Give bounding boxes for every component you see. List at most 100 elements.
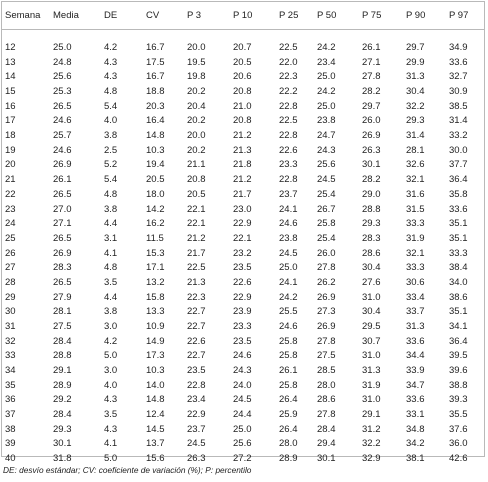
value-cell: 32.6: [406, 159, 425, 171]
value-cell: 22.8: [279, 130, 298, 142]
value-cell: 32.1: [406, 247, 425, 259]
value-cell: 4.1: [104, 438, 118, 450]
value-cell: 27.8: [317, 409, 336, 420]
value-cell: 39.3: [449, 394, 468, 406]
value-cell: 20.2: [187, 115, 206, 127]
value-cell: 17.3: [146, 350, 165, 362]
value-cell: 37.6: [449, 423, 468, 435]
value-cell: 27.3: [317, 306, 336, 318]
value-cell: 34.4: [406, 350, 425, 362]
value-cell: 30.4: [362, 306, 381, 318]
value-cell: 31.6: [406, 188, 425, 200]
value-cell: 34.7: [406, 379, 425, 391]
value-cell: 29.1: [53, 365, 72, 376]
value-cell: 4.8: [104, 262, 118, 274]
value-cell: 13.7: [146, 438, 165, 450]
table-footnote: DE: desvío estándar; CV: coeficiente de …: [3, 465, 252, 475]
value-cell: 27.2: [233, 453, 252, 464]
value-cell: 24.7: [317, 130, 336, 142]
value-cell: 4.4: [104, 218, 118, 230]
value-cell: 25.9: [279, 409, 298, 420]
value-cell: 19.4: [146, 159, 165, 171]
value-cell: 19.8: [187, 71, 206, 83]
header-cell: CV: [146, 10, 160, 21]
value-cell: 26.4: [279, 394, 298, 406]
header-cell: Media: [53, 10, 79, 21]
value-cell: 33.6: [406, 335, 425, 347]
value-cell: 26.2: [317, 276, 336, 288]
value-cell: 25.0: [53, 42, 72, 53]
value-cell: 20.5: [233, 56, 252, 68]
value-cell: 37.7: [449, 159, 468, 171]
value-cell: 25.8: [317, 218, 336, 230]
value-cell: 14.8: [146, 394, 165, 406]
value-cell: 34.2: [406, 438, 425, 450]
value-cell: 3.0: [104, 320, 118, 332]
value-cell: 32.9: [362, 453, 381, 464]
value-cell: 31.0: [362, 350, 381, 362]
value-cell: 30.6: [406, 276, 425, 288]
value-cell: 22.6: [279, 144, 298, 156]
value-cell: 13.3: [146, 306, 165, 318]
value-cell: 14.5: [146, 423, 165, 435]
value-cell: 24.6: [279, 218, 298, 230]
value-cell: 38.5: [449, 100, 468, 112]
week-cell: 28: [5, 276, 16, 288]
value-cell: 29.5: [362, 320, 381, 332]
header-cell: P 90: [406, 10, 426, 21]
value-cell: 36.4: [449, 335, 468, 347]
value-cell: 22.0: [279, 56, 298, 68]
value-cell: 29.4: [317, 438, 336, 450]
value-cell: 28.4: [317, 423, 336, 435]
value-cell: 24.2: [317, 86, 336, 97]
value-cell: 21.2: [233, 174, 252, 186]
value-cell: 35.1: [449, 218, 468, 230]
week-cell: 21: [5, 174, 16, 186]
value-cell: 33.3: [406, 218, 425, 230]
value-cell: 4.0: [104, 115, 118, 127]
value-cell: 27.5: [53, 320, 72, 332]
week-cell: 16: [5, 100, 16, 112]
value-cell: 22.7: [187, 320, 206, 332]
value-cell: 25.0: [317, 100, 336, 112]
value-cell: 22.7: [187, 350, 206, 362]
value-cell: 33.7: [406, 306, 425, 318]
value-cell: 24.3: [317, 144, 336, 156]
value-cell: 22.1: [233, 232, 252, 244]
value-cell: 26.9: [53, 159, 72, 171]
value-cell: 30.1: [317, 453, 336, 464]
value-cell: 25.5: [279, 306, 298, 318]
value-cell: 22.8: [279, 174, 298, 186]
value-cell: 30.1: [362, 159, 381, 171]
value-cell: 22.1: [187, 203, 206, 215]
value-cell: 24.0: [233, 379, 252, 391]
value-cell: 31.4: [449, 115, 468, 127]
value-cell: 29.3: [406, 115, 425, 127]
value-cell: 32.7: [449, 71, 468, 83]
header-cell: P 3: [187, 10, 202, 21]
header-cell: P 97: [449, 10, 469, 21]
week-cell: 33: [5, 350, 16, 362]
value-cell: 24.3: [233, 365, 252, 376]
value-cell: 31.0: [362, 394, 381, 406]
value-cell: 4.8: [104, 188, 118, 200]
value-cell: 10.3: [146, 144, 165, 156]
value-cell: 21.1: [187, 159, 206, 171]
week-cell: 22: [5, 188, 16, 200]
value-cell: 24.2: [279, 291, 298, 303]
value-cell: 26.1: [279, 365, 298, 376]
value-cell: 28.1: [406, 144, 425, 156]
value-cell: 25.0: [317, 71, 336, 83]
value-cell: 20.2: [187, 86, 206, 97]
value-cell: 30.4: [406, 86, 425, 97]
value-cell: 25.6: [233, 438, 252, 450]
value-cell: 29.7: [362, 100, 381, 112]
value-cell: 30.7: [362, 335, 381, 347]
value-cell: 5.2: [104, 159, 118, 171]
value-cell: 25.4: [317, 188, 336, 200]
value-cell: 33.3: [449, 247, 468, 259]
value-cell: 33.6: [449, 203, 468, 215]
value-cell: 27.9: [53, 291, 72, 303]
value-cell: 17.1: [146, 262, 165, 274]
value-cell: 23.7: [187, 423, 206, 435]
